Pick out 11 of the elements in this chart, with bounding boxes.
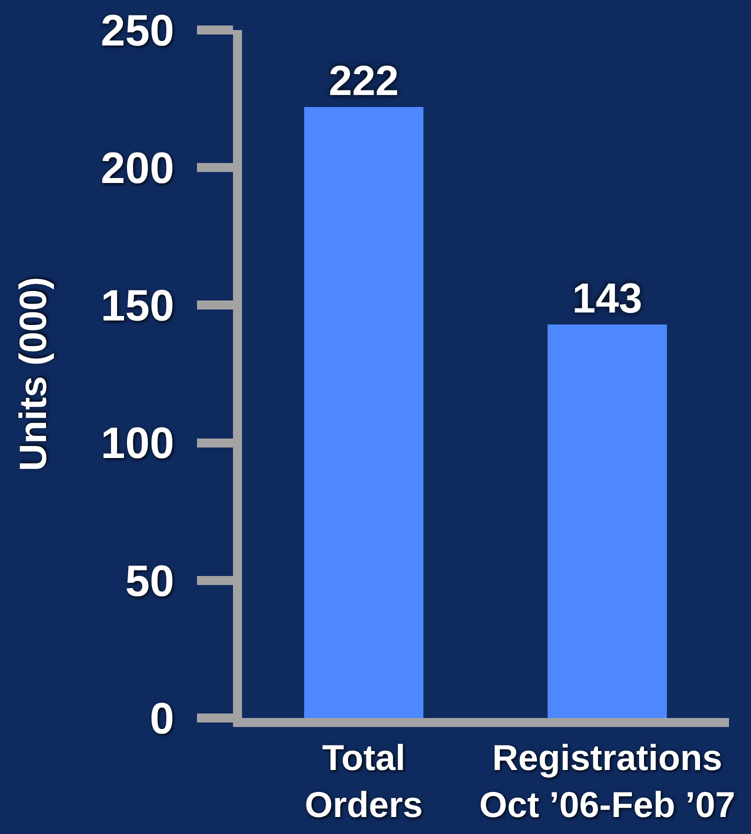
y-tick-label: 100 [100,419,174,468]
y-tick-label: 0 [150,694,174,744]
y-axis-title: Units (000) [12,276,55,472]
x-tick-label: Registrations Oct ’06-Feb ’07 [479,737,736,825]
y-tick-label: 50 [125,556,174,606]
data-label: 143 [572,274,642,322]
y-tick-label: 250 [100,6,174,56]
y-tick-label: 200 [100,144,174,193]
y-tick-label: 150 [100,282,174,331]
data-label: 222 [328,57,399,104]
x-tick-label: Total Orders [304,737,423,825]
